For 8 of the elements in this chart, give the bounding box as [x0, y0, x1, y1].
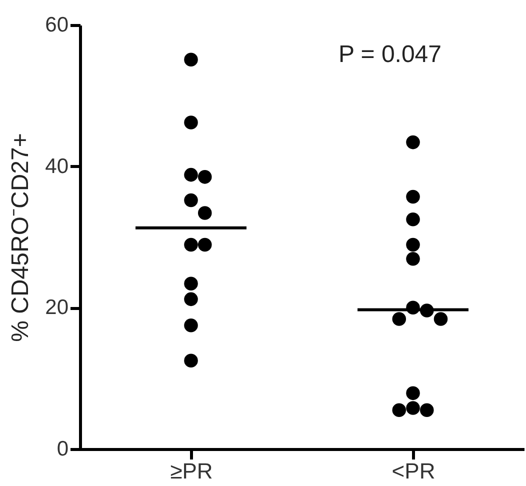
y-tick-label: 20 — [45, 296, 68, 320]
x-tick-label: ≥PR — [170, 458, 213, 484]
y-tick-label: 40 — [45, 154, 68, 178]
y-axis-title: % CD45RO⁻CD27+ — [7, 133, 34, 342]
y-tick-label: 60 — [45, 14, 68, 36]
x-tick-label: <PR — [392, 458, 436, 484]
annotation: P = 0.047 — [338, 41, 442, 68]
y-tick-label: 0 — [56, 438, 68, 460]
